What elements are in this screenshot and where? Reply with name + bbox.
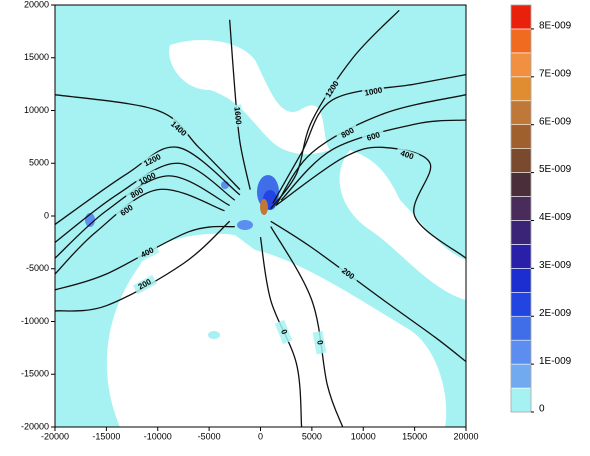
y-tick-label: 10000 xyxy=(24,105,49,115)
contour-label-bg xyxy=(115,200,139,222)
colorbar-tick-label: 0 xyxy=(539,404,545,415)
spot xyxy=(208,331,220,339)
spot xyxy=(221,181,229,189)
contour-label: 0 xyxy=(315,340,325,347)
colorbar-tick-label: 1E-009 xyxy=(539,356,572,367)
y-tick-label: 20000 xyxy=(24,0,49,9)
colorbar-bin xyxy=(510,291,532,317)
contour-label-bg xyxy=(361,128,386,145)
contour-label-bg xyxy=(132,274,157,295)
colorbar-frame xyxy=(510,4,532,413)
x-tick-label: 15000 xyxy=(402,431,427,441)
contour-label-bg xyxy=(335,123,360,143)
x-tick-label: 10000 xyxy=(351,431,376,441)
contour-label-bg xyxy=(274,319,293,345)
colorbar-tick-label: 6E-009 xyxy=(539,116,572,127)
colorbar-tick-label: 8E-009 xyxy=(539,21,572,32)
x-tick-label: -5000 xyxy=(198,431,221,441)
white-region xyxy=(169,40,330,155)
x-tick-label: -10000 xyxy=(144,431,172,441)
contour-label-bg xyxy=(312,330,327,355)
contour-label-bg xyxy=(135,169,160,189)
colorbar-tick-label: 7E-009 xyxy=(539,68,572,79)
colorbar-bin xyxy=(510,4,532,30)
colorbar-bin xyxy=(510,28,532,54)
contour-label-bg xyxy=(394,147,419,164)
colorbar-bin xyxy=(510,52,532,78)
y-tick-label: -20000 xyxy=(21,421,49,431)
colorbar-bin xyxy=(510,196,532,221)
y-tick-label: -15000 xyxy=(21,369,49,379)
contour-label-bg xyxy=(135,243,160,263)
white-region xyxy=(106,233,447,427)
contour-line xyxy=(272,73,466,204)
colorbar-bin xyxy=(510,76,532,102)
spot xyxy=(260,199,268,215)
contour-label-bg xyxy=(336,263,360,285)
colorbar-bin xyxy=(510,148,532,173)
colorbar-tick-label: 5E-009 xyxy=(539,164,572,175)
contour-label-bg xyxy=(231,104,244,128)
contour-line xyxy=(270,220,466,363)
fill-regions xyxy=(85,40,466,427)
colorbar-bin xyxy=(510,100,532,126)
y-tick-label: 0 xyxy=(44,210,49,220)
colorbar-bin xyxy=(510,220,532,245)
contour-label-bg xyxy=(140,151,165,171)
spot xyxy=(237,220,253,230)
contour-label-bg xyxy=(125,183,150,204)
x-tick-label: -20000 xyxy=(41,431,69,441)
colorbar-bin xyxy=(510,363,532,389)
y-tick-label: 15000 xyxy=(24,52,49,62)
colorbar-bin xyxy=(510,387,532,413)
contour-label: 400 xyxy=(399,149,415,162)
contour-line xyxy=(270,9,400,210)
x-tick-label: 5000 xyxy=(302,431,322,441)
colorbar-bin xyxy=(510,268,532,293)
x-tick-label: 20000 xyxy=(453,431,478,441)
contour-label-bg xyxy=(322,77,343,102)
colorbar-tick-label: 2E-009 xyxy=(539,308,572,319)
contour-label: 600 xyxy=(366,130,382,143)
colorbar-bin xyxy=(510,124,532,149)
y-tick-label: -5000 xyxy=(26,263,49,273)
x-tick-label: 0 xyxy=(258,431,263,441)
y-tick-label: 5000 xyxy=(29,158,49,168)
contour-label-bg xyxy=(361,85,386,100)
colorbar-bin xyxy=(510,244,532,269)
colorbar-bin xyxy=(510,315,532,341)
y-tick-label: -10000 xyxy=(21,316,49,326)
contour-label: 1600 xyxy=(232,106,243,125)
contour-label: 0 xyxy=(279,328,289,336)
contour-label: 1000 xyxy=(364,85,384,97)
colorbar-tick-label: 4E-009 xyxy=(539,212,572,223)
colorbar-bin xyxy=(510,172,532,197)
x-tick-label: -15000 xyxy=(92,431,120,441)
contour-label-bg xyxy=(166,117,190,141)
colorbar-bin xyxy=(510,339,532,365)
white-region xyxy=(339,150,466,300)
colorbar-tick-label: 3E-009 xyxy=(539,260,572,271)
